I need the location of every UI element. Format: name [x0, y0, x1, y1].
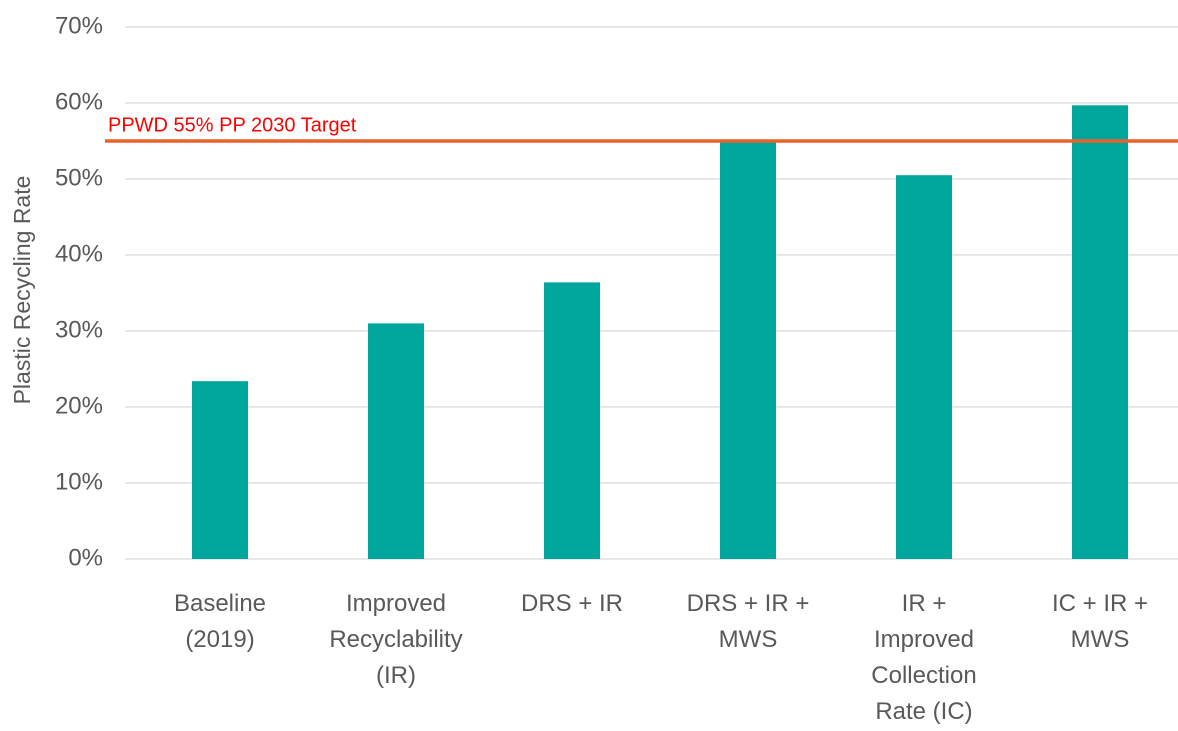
y-tick-label: 60% — [55, 88, 103, 115]
x-tick-label: Improved Recyclability (IR) — [329, 590, 462, 689]
x-tick-label: DRS + IR + MWS — [687, 590, 810, 653]
bar — [896, 175, 952, 559]
bar — [1072, 105, 1128, 559]
y-tick-label: 40% — [55, 240, 103, 267]
y-tick-label: 50% — [55, 164, 103, 191]
x-tick-label-line: (2019) — [185, 626, 254, 653]
x-tick-label-line: Rate (IC) — [875, 698, 972, 725]
bar — [368, 323, 424, 559]
bar — [544, 282, 600, 559]
x-tick-label-line: IR + — [902, 590, 947, 617]
x-tick-label-line: Improved — [346, 590, 446, 617]
y-tick-label: 30% — [55, 316, 103, 343]
bar — [720, 141, 776, 559]
x-tick-label-line: Improved — [874, 626, 974, 653]
bar — [192, 381, 248, 559]
y-axis-label: Plastic Recycling Rate — [9, 176, 35, 405]
x-tick-label-line: Baseline — [174, 590, 266, 617]
x-tick-label-line: IC + IR + — [1052, 590, 1148, 617]
target-label: PPWD 55% PP 2030 Target — [108, 114, 357, 136]
x-tick-label: DRS + IR — [521, 590, 623, 617]
x-tick-label: Baseline (2019) — [174, 590, 266, 653]
y-tick-label: 0% — [68, 544, 103, 571]
x-tick-label-line: DRS + IR — [521, 590, 623, 617]
x-tick-label-line: Recyclability — [329, 626, 462, 653]
x-tick-label: IR + Improved Collection Rate (IC) — [871, 590, 976, 725]
x-tick-label-line: Collection — [871, 662, 976, 689]
y-tick-label: 10% — [55, 468, 103, 495]
y-tick-label: 20% — [55, 392, 103, 419]
x-tick-label-line: DRS + IR + — [687, 590, 810, 617]
x-tick-label: IC + IR + MWS — [1052, 590, 1148, 653]
x-tick-label-line: MWS — [719, 626, 778, 653]
y-tick-label: 70% — [55, 12, 103, 39]
x-tick-label-line: (IR) — [376, 662, 416, 689]
x-tick-label-line: MWS — [1071, 626, 1130, 653]
